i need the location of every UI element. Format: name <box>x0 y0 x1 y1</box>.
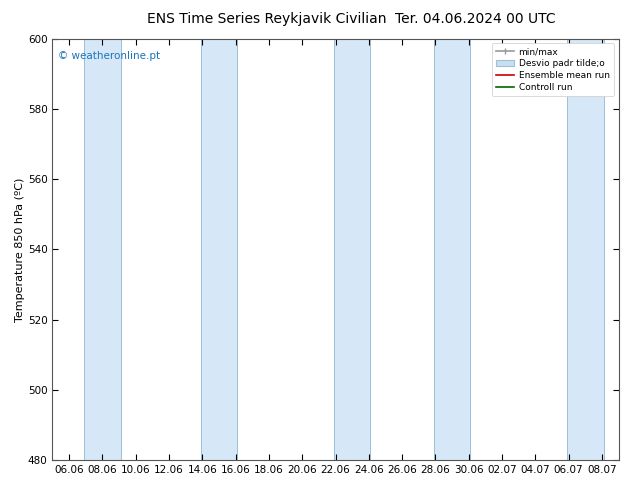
Text: ENS Time Series Reykjavik Civilian: ENS Time Series Reykjavik Civilian <box>146 12 386 26</box>
Bar <box>434 39 470 460</box>
Bar <box>200 39 237 460</box>
Legend: min/max, Desvio padr tilde;o, Ensemble mean run, Controll run: min/max, Desvio padr tilde;o, Ensemble m… <box>491 43 614 96</box>
Bar <box>334 39 370 460</box>
Bar <box>84 39 120 460</box>
Bar <box>567 39 604 460</box>
Text: © weatheronline.pt: © weatheronline.pt <box>58 51 160 61</box>
Y-axis label: Temperature 850 hPa (ºC): Temperature 850 hPa (ºC) <box>15 177 25 321</box>
Text: Ter. 04.06.2024 00 UTC: Ter. 04.06.2024 00 UTC <box>395 12 556 26</box>
